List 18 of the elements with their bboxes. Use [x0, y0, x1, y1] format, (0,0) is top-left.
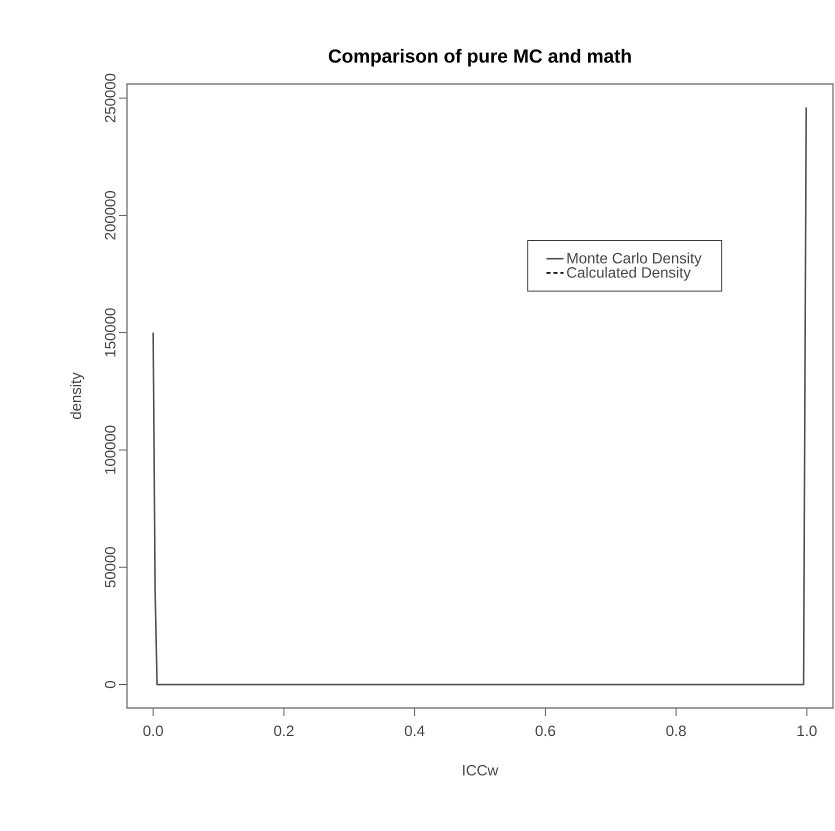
x-tick-label: 0.4 [404, 726, 425, 736]
y-tick-label: 200000 [104, 191, 116, 240]
x-tick-label: 0.8 [666, 726, 686, 736]
y-tick-label: 100000 [104, 426, 116, 474]
chart-title: Comparison of pure MC and math [328, 48, 631, 66]
y-axis-title: density [70, 372, 84, 420]
line-series [152, 106, 808, 686]
x-tick-label: 0.6 [536, 726, 556, 736]
x-tick-label: 1.0 [798, 726, 817, 736]
legend-label: Calculated Density [567, 266, 691, 281]
y-tick-label: 50000 [104, 547, 116, 588]
x-tick-label: 0.2 [274, 726, 294, 736]
x-axis-title: ICCw [463, 764, 498, 776]
legend-label: Monte Carlo Density [568, 252, 702, 266]
y-tick-label: 0 [104, 680, 116, 688]
y-tick-label: 150000 [104, 308, 116, 356]
x-tick-label: 0.0 [143, 726, 163, 736]
y-tick-label: 250000 [104, 74, 116, 122]
